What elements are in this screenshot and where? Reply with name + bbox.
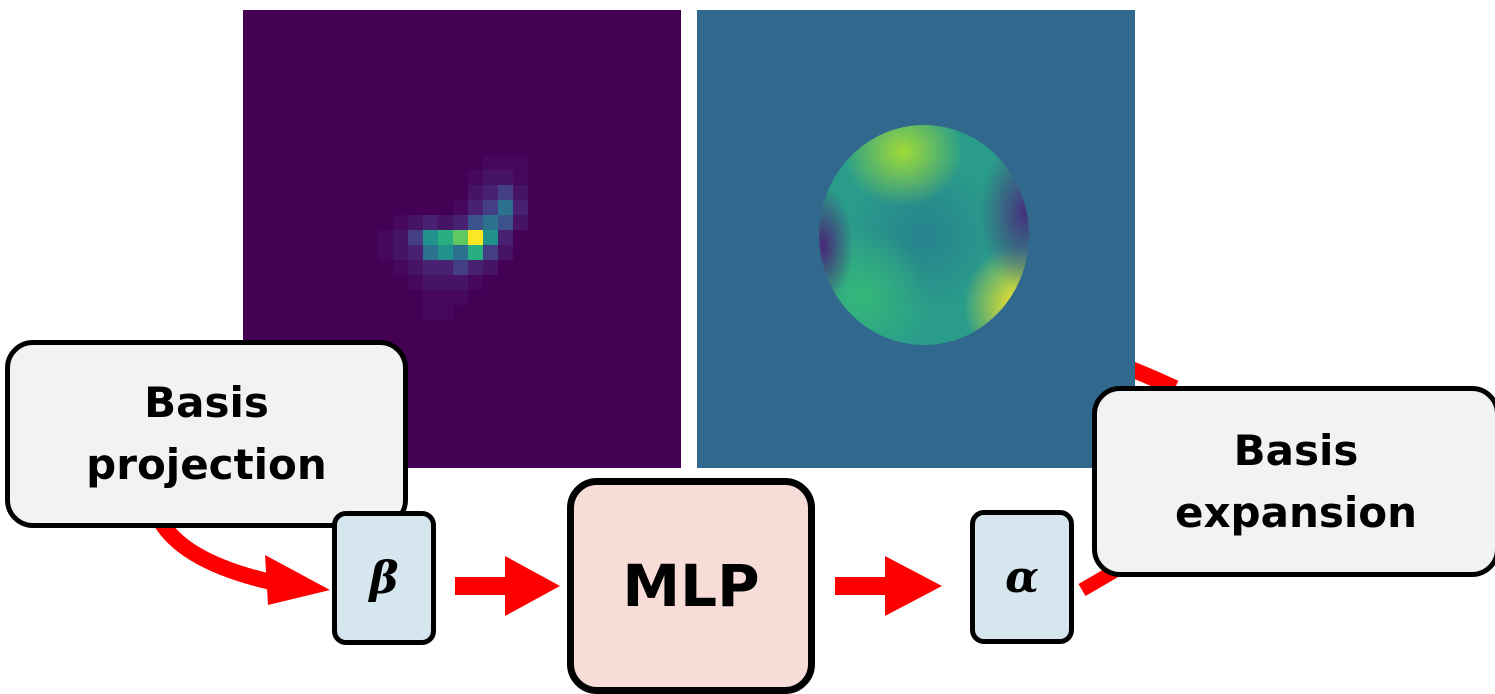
psf-pixel	[498, 230, 513, 245]
psf-pixel	[378, 245, 393, 260]
phase-image	[697, 10, 1135, 468]
psf-pixel	[468, 275, 483, 290]
psf-pixel	[423, 230, 438, 245]
psf-pixel	[438, 275, 453, 290]
psf-pixel	[408, 260, 423, 275]
psf-pixel	[423, 290, 438, 305]
psf-pixel	[378, 230, 393, 245]
psf-pixel	[513, 155, 528, 170]
phase-pupil-disk	[819, 125, 1029, 345]
psf-pixel	[438, 305, 453, 320]
projection-label-line1: Basis	[144, 378, 269, 427]
psf-pixel	[393, 260, 408, 275]
psf-pixel	[438, 260, 453, 275]
beta-symbol: β	[369, 552, 399, 604]
psf-pixel	[453, 275, 468, 290]
psf-pixel	[468, 260, 483, 275]
expansion-label-line1: Basis	[1233, 425, 1359, 475]
psf-pixel	[393, 230, 408, 245]
psf-pixel	[453, 290, 468, 305]
psf-pixel	[498, 200, 513, 215]
basis-projection-box: Basis projection	[5, 340, 408, 528]
alpha-symbol: α	[1005, 551, 1039, 603]
arrow-projection-to-beta	[153, 515, 287, 593]
mlp-box: MLP	[567, 478, 815, 694]
psf-pixel	[483, 185, 498, 200]
psf-pixel	[453, 245, 468, 260]
psf-pixel	[483, 260, 498, 275]
psf-pixel	[423, 215, 438, 230]
psf-pixel	[468, 200, 483, 215]
psf-pixel	[393, 215, 408, 230]
psf-pixel	[483, 170, 498, 185]
psf-pixel	[393, 245, 408, 260]
psf-pixel	[483, 245, 498, 260]
psf-pixel	[498, 185, 513, 200]
psf-pixel	[468, 245, 483, 260]
psf-pixel	[513, 185, 528, 200]
mlp-label: MLP	[622, 552, 760, 620]
psf-pixel	[513, 170, 528, 185]
psf-pixel	[483, 155, 498, 170]
arrow-head-mlp	[505, 556, 560, 616]
psf-pixel	[438, 215, 453, 230]
psf-pixel	[423, 260, 438, 275]
psf-pixel	[438, 290, 453, 305]
psf-pixel	[483, 230, 498, 245]
basis-expansion-box: Basis expansion	[1092, 386, 1495, 577]
psf-pixel	[453, 230, 468, 245]
arrow-mlp-to-alpha	[835, 577, 890, 595]
psf-pixel	[423, 275, 438, 290]
alpha-coefficients-box: α	[970, 510, 1074, 644]
psf-pixel	[408, 275, 423, 290]
psf-pixel	[438, 245, 453, 260]
arrow-beta-to-mlp	[455, 577, 510, 595]
psf-pixel	[453, 215, 468, 230]
psf-pixel	[468, 215, 483, 230]
psf-pixel	[513, 215, 528, 230]
psf-pixel	[483, 200, 498, 215]
psf-pixel	[513, 200, 528, 215]
psf-pixel	[408, 230, 423, 245]
beta-coefficients-box: β	[332, 511, 436, 645]
psf-pixel	[498, 215, 513, 230]
psf-pixel	[453, 260, 468, 275]
projection-label-line2: projection	[86, 440, 327, 489]
psf-pixel	[498, 245, 513, 260]
psf-pixel	[453, 200, 468, 215]
psf-pixel	[423, 305, 438, 320]
psf-pixel	[498, 155, 513, 170]
psf-pixel	[468, 185, 483, 200]
psf-pixel	[468, 170, 483, 185]
psf-pixel	[423, 245, 438, 260]
psf-pixel	[438, 230, 453, 245]
arrow-head-alpha	[885, 556, 942, 616]
arrow-head-beta	[265, 555, 330, 605]
psf-pixel	[468, 230, 483, 245]
psf-pixel	[408, 245, 423, 260]
psf-pixel	[498, 170, 513, 185]
psf-pixel	[408, 215, 423, 230]
psf-pixel	[483, 215, 498, 230]
expansion-label-line2: expansion	[1174, 487, 1418, 537]
